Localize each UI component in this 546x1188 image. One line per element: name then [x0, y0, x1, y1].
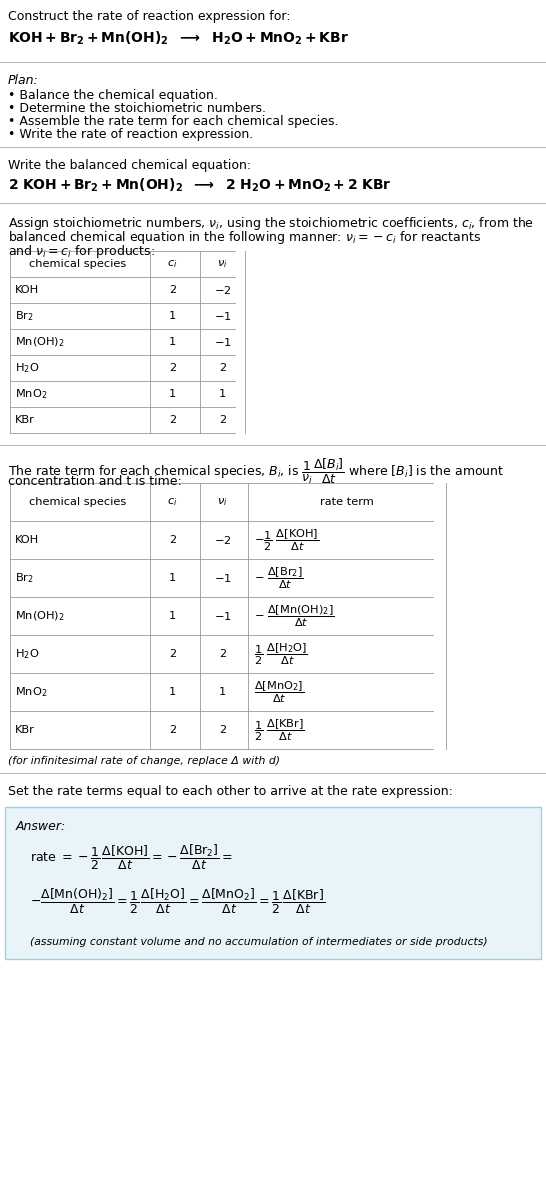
- Text: KOH: KOH: [15, 535, 39, 545]
- Text: 1: 1: [169, 573, 176, 583]
- Text: (assuming constant volume and no accumulation of intermediates or side products): (assuming constant volume and no accumul…: [30, 937, 488, 947]
- Text: 1: 1: [169, 388, 176, 399]
- Text: Br$_2$: Br$_2$: [15, 571, 34, 584]
- Text: 1: 1: [169, 687, 176, 697]
- Text: and $\nu_i = c_i$ for products:: and $\nu_i = c_i$ for products:: [8, 244, 155, 260]
- Text: $c_i$: $c_i$: [167, 497, 177, 508]
- Text: $-1$: $-1$: [213, 571, 232, 584]
- Text: Assign stoichiometric numbers, $\nu_i$, using the stoichiometric coefficients, $: Assign stoichiometric numbers, $\nu_i$, …: [8, 215, 534, 232]
- Text: $\mathbf{2\ KOH + Br_2 + Mn(OH)_2 \ \ \longrightarrow \ \ 2\ H_2O + MnO_2 + 2\ K: $\mathbf{2\ KOH + Br_2 + Mn(OH)_2 \ \ \l…: [8, 177, 391, 195]
- Text: H$_2$O: H$_2$O: [15, 361, 39, 375]
- Text: 2: 2: [219, 364, 226, 373]
- Text: Plan:: Plan:: [8, 74, 39, 87]
- Text: $-1$: $-1$: [213, 336, 232, 348]
- Text: $-2$: $-2$: [213, 533, 232, 546]
- Text: 2: 2: [169, 535, 176, 545]
- Text: • Balance the chemical equation.: • Balance the chemical equation.: [8, 89, 218, 102]
- Text: 2: 2: [219, 415, 226, 425]
- Text: chemical species: chemical species: [29, 497, 126, 507]
- Text: $-\dfrac{\Delta[\mathrm{Mn(OH)_2}]}{\Delta t}= \dfrac{1}{2}\,\dfrac{\Delta[\math: $-\dfrac{\Delta[\mathrm{Mn(OH)_2}]}{\Del…: [30, 887, 325, 916]
- Text: $-1$: $-1$: [213, 609, 232, 623]
- Text: 2: 2: [169, 725, 176, 735]
- Text: 1: 1: [169, 337, 176, 347]
- FancyBboxPatch shape: [5, 807, 541, 959]
- Text: rate $= -\dfrac{1}{2}\,\dfrac{\Delta[\mathrm{KOH}]}{\Delta t}= -\dfrac{\Delta[\m: rate $= -\dfrac{1}{2}\,\dfrac{\Delta[\ma…: [30, 843, 233, 872]
- Text: $-2$: $-2$: [213, 284, 232, 296]
- Text: KBr: KBr: [15, 415, 35, 425]
- Text: Mn(OH)$_2$: Mn(OH)$_2$: [15, 609, 65, 623]
- Text: KOH: KOH: [15, 285, 39, 295]
- Text: KBr: KBr: [15, 725, 35, 735]
- Text: rate term: rate term: [320, 497, 374, 507]
- Text: $c_i$: $c_i$: [167, 258, 177, 270]
- Text: • Assemble the rate term for each chemical species.: • Assemble the rate term for each chemic…: [8, 115, 339, 128]
- Text: MnO$_2$: MnO$_2$: [15, 685, 48, 699]
- Text: chemical species: chemical species: [29, 259, 126, 268]
- Text: The rate term for each chemical species, $B_i$, is $\dfrac{1}{\nu_i}\dfrac{\Delt: The rate term for each chemical species,…: [8, 457, 505, 486]
- Text: $-$ $\dfrac{\Delta[\mathrm{Mn(OH)_2}]}{\Delta t}$: $-$ $\dfrac{\Delta[\mathrm{Mn(OH)_2}]}{\…: [254, 604, 335, 628]
- Text: Answer:: Answer:: [16, 820, 66, 833]
- Text: $-$ $\dfrac{\Delta[\mathrm{Br_2}]}{\Delta t}$: $-$ $\dfrac{\Delta[\mathrm{Br_2}]}{\Delt…: [254, 565, 304, 590]
- Text: • Determine the stoichiometric numbers.: • Determine the stoichiometric numbers.: [8, 102, 266, 115]
- Text: Write the balanced chemical equation:: Write the balanced chemical equation:: [8, 159, 251, 172]
- Text: $\mathbf{KOH + Br_2 + Mn(OH)_2 \ \ \longrightarrow \ \ H_2O + MnO_2 + KBr}$: $\mathbf{KOH + Br_2 + Mn(OH)_2 \ \ \long…: [8, 30, 349, 48]
- Text: 1: 1: [219, 687, 226, 697]
- Text: concentration and t is time:: concentration and t is time:: [8, 475, 182, 488]
- Text: $\dfrac{\Delta[\mathrm{MnO_2}]}{\Delta t}$: $\dfrac{\Delta[\mathrm{MnO_2}]}{\Delta t…: [254, 680, 304, 704]
- Text: 1: 1: [219, 388, 226, 399]
- Text: Br$_2$: Br$_2$: [15, 309, 34, 323]
- Text: H$_2$O: H$_2$O: [15, 647, 39, 661]
- Text: $\nu_i$: $\nu_i$: [217, 258, 228, 270]
- Text: 2: 2: [169, 285, 176, 295]
- Text: 2: 2: [169, 649, 176, 659]
- Text: MnO$_2$: MnO$_2$: [15, 387, 48, 400]
- Text: (for infinitesimal rate of change, replace Δ with d): (for infinitesimal rate of change, repla…: [8, 756, 280, 766]
- Text: 2: 2: [219, 649, 226, 659]
- Text: $-1$: $-1$: [213, 310, 232, 322]
- Text: 2: 2: [219, 725, 226, 735]
- Text: • Write the rate of reaction expression.: • Write the rate of reaction expression.: [8, 128, 253, 141]
- Text: 2: 2: [169, 415, 176, 425]
- Text: balanced chemical equation in the following manner: $\nu_i = -c_i$ for reactants: balanced chemical equation in the follow…: [8, 229, 481, 246]
- Text: 1: 1: [169, 311, 176, 321]
- Text: 1: 1: [169, 611, 176, 621]
- Text: 2: 2: [169, 364, 176, 373]
- Text: $\dfrac{1}{2}$ $\dfrac{\Delta[\mathrm{H_2O}]}{\Delta t}$: $\dfrac{1}{2}$ $\dfrac{\Delta[\mathrm{H_…: [254, 642, 308, 666]
- Text: $\nu_i$: $\nu_i$: [217, 497, 228, 508]
- Text: Construct the rate of reaction expression for:: Construct the rate of reaction expressio…: [8, 10, 290, 23]
- Text: Mn(OH)$_2$: Mn(OH)$_2$: [15, 335, 65, 349]
- Text: $-\dfrac{1}{2}$ $\dfrac{\Delta[\mathrm{KOH}]}{\Delta t}$: $-\dfrac{1}{2}$ $\dfrac{\Delta[\mathrm{K…: [254, 527, 319, 552]
- Text: $\dfrac{1}{2}$ $\dfrac{\Delta[\mathrm{KBr}]}{\Delta t}$: $\dfrac{1}{2}$ $\dfrac{\Delta[\mathrm{KB…: [254, 718, 305, 742]
- Text: Set the rate terms equal to each other to arrive at the rate expression:: Set the rate terms equal to each other t…: [8, 785, 453, 798]
